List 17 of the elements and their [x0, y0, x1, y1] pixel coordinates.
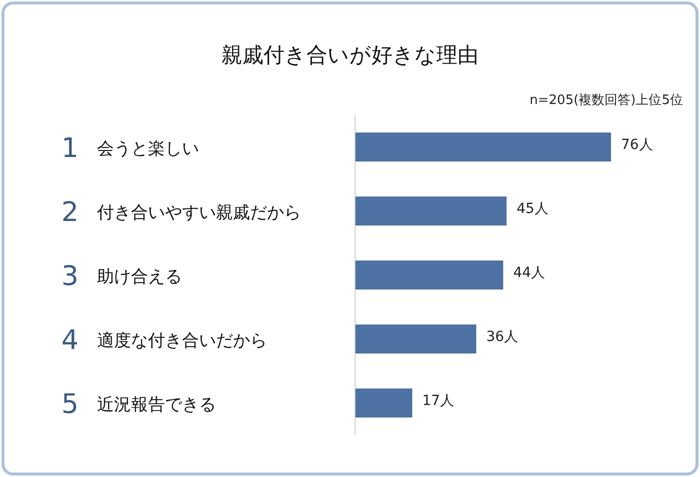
bar [355, 260, 504, 290]
chart-title: 親戚付き合いが好きな理由 [222, 43, 478, 67]
data-label: 36人 [486, 329, 518, 345]
data-label: 44人 [513, 265, 546, 281]
data-label: 17人 [422, 393, 454, 409]
bar [355, 132, 611, 162]
bar [355, 324, 476, 354]
y-tick-label: 5 近況報告できる [61, 389, 216, 420]
y-tick-label: 1 会うと楽しい [61, 133, 199, 164]
y-tick-label: 4 適度な付き合いだから [61, 325, 267, 356]
chart-subtitle: n=205(複数回答)上位5位 [530, 93, 683, 108]
data-label: 76人 [621, 137, 653, 153]
data-label: 45人 [516, 201, 548, 217]
y-tick-label: 2 付き合いやすい親戚だから [61, 197, 301, 228]
bar [355, 196, 507, 226]
y-tick-label: 3 助け合える [61, 261, 182, 292]
bar [355, 388, 412, 418]
